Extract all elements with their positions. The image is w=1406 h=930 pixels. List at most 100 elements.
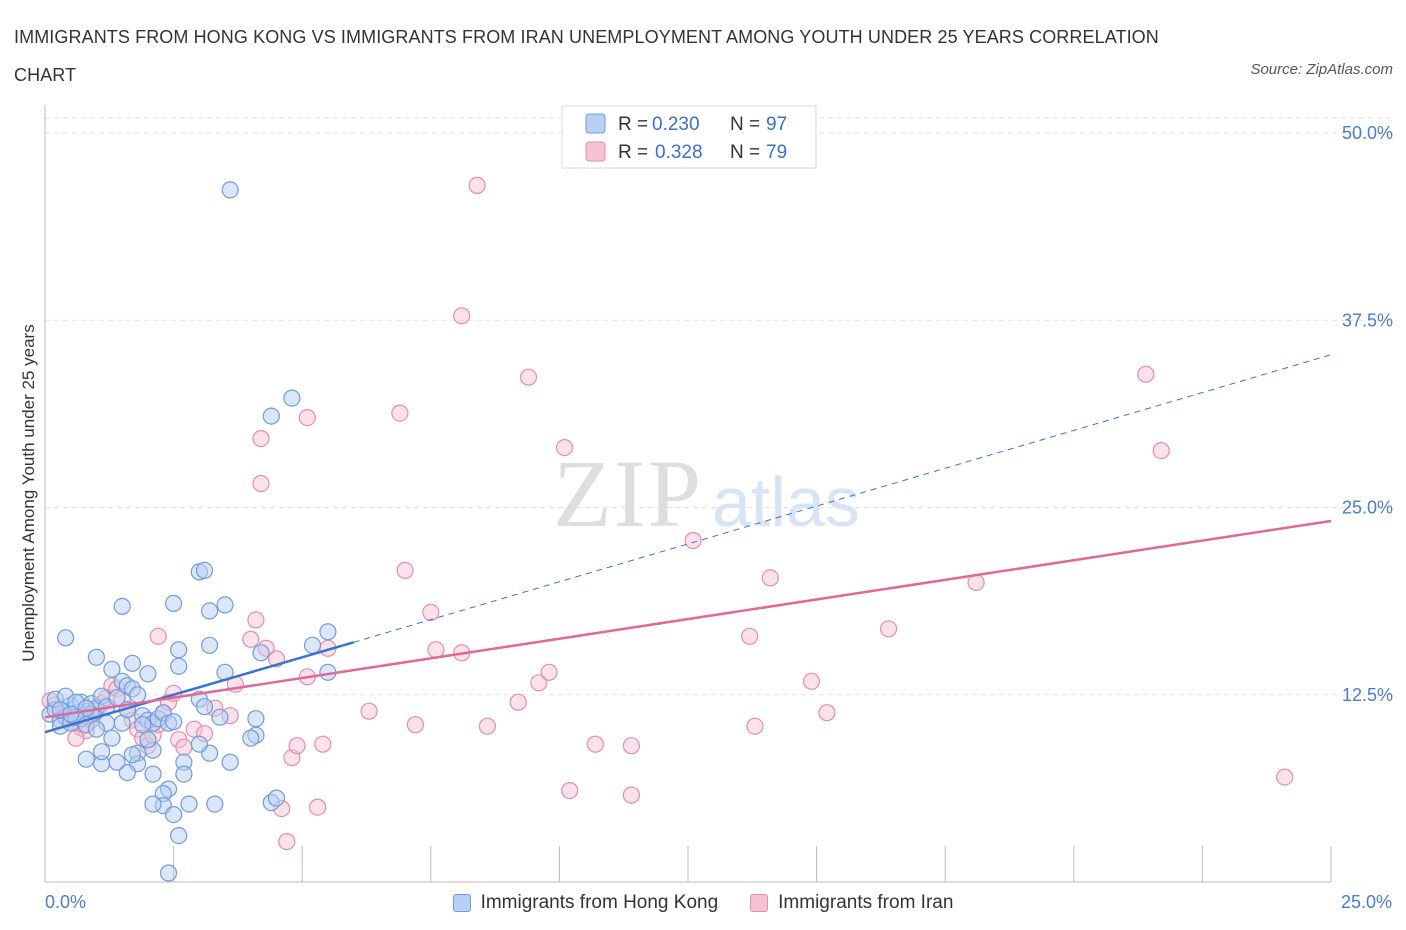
data-point-iran [422, 603, 440, 622]
y-tick-label: 12.5% [1342, 685, 1393, 705]
data-point-hong-kong [190, 735, 208, 753]
data-point-iran [561, 781, 579, 800]
watermark: ZIP atlas [553, 440, 860, 547]
data-point-hong-kong [262, 407, 280, 425]
legend-swatch-pink [750, 894, 769, 912]
data-point-iran [761, 569, 779, 587]
legend-r-label-1: R = [618, 114, 653, 135]
data-point-iran [530, 674, 548, 692]
data-point-iran [478, 717, 496, 735]
trend-line-hong-kong-extrapolated [353, 354, 1332, 643]
data-point-hong-kong [129, 686, 147, 704]
data-point-hong-kong [56, 629, 75, 647]
data-point-hong-kong [252, 644, 270, 662]
data-point-hong-kong [134, 716, 152, 734]
data-point-hong-kong [108, 753, 126, 771]
data-point-iran [309, 798, 327, 816]
data-point-iran [406, 716, 424, 734]
data-point-iran [555, 439, 574, 457]
data-point-iran [149, 627, 167, 645]
data-point-iran [278, 832, 296, 851]
data-point-iran [684, 531, 702, 550]
data-point-hong-kong [170, 641, 188, 659]
data-point-hong-kong [175, 765, 193, 783]
data-point-hong-kong [206, 795, 224, 813]
data-point-hong-kong [77, 750, 95, 768]
x-tick-label-min: 0.0% [45, 892, 86, 912]
data-point-iran [360, 702, 378, 720]
data-point-hong-kong [113, 597, 131, 616]
data-point-iran [391, 404, 409, 422]
data-point-iran [252, 430, 270, 448]
data-point-hong-kong [267, 789, 286, 807]
x-ticks [44, 846, 1332, 882]
data-point-hong-kong [303, 636, 322, 654]
data-point-hong-kong [195, 698, 214, 716]
data-point-hong-kong [92, 743, 111, 761]
legend-swatch-iran [585, 141, 606, 162]
data-point-iran [586, 735, 605, 753]
data-point-hong-kong [123, 654, 141, 672]
data-point-hong-kong [319, 623, 337, 641]
data-point-hong-kong [103, 729, 121, 747]
data-point-iran [1276, 768, 1294, 786]
data-point-iran [1137, 365, 1155, 383]
y-tick-label: 25.0% [1342, 498, 1393, 518]
trend-line-iran [44, 519, 1332, 719]
data-point-iran [540, 663, 558, 681]
grid-lines [45, 117, 1392, 696]
data-point-hong-kong [247, 710, 265, 728]
data-point-iran [247, 611, 265, 629]
data-point-iran [252, 474, 270, 493]
data-point-hong-kong [180, 795, 198, 813]
legend-n-label-1: N = [730, 114, 765, 135]
trend-lines [44, 354, 1332, 734]
data-point-iran [175, 738, 193, 756]
data-point-iran [879, 620, 898, 638]
legend-n-value-1: 97 [766, 114, 787, 135]
source-credit: Source: ZipAtlas.com [1250, 61, 1393, 78]
legend-swatch-blue [452, 894, 471, 912]
data-point-iran [519, 368, 538, 386]
data-point-iran [818, 704, 836, 722]
data-point-hong-kong [165, 594, 183, 613]
data-point-iran [396, 561, 414, 580]
data-point-hong-kong [201, 602, 219, 620]
svg-text:R = 0.328 N =: R = 0.328 N = 79 [618, 142, 787, 163]
series-legend: Immigrants from Hong Kong Immigrants fro… [0, 889, 1406, 917]
data-point-hong-kong [159, 864, 178, 882]
y-tick-labels: 12.5% 25.0% 37.5% 50.0% [1342, 123, 1393, 705]
data-point-iran [622, 737, 641, 755]
legend-r-value-1: 0.230 [652, 114, 700, 135]
trend-line-hong-kong [44, 641, 354, 734]
data-point-hong-kong [87, 648, 106, 666]
legend-item-hong-kong: Immigrants from Hong Kong [452, 892, 719, 914]
correlation-legend: R = 0.230 N = 97 R = 0.328 N = 79 [561, 105, 817, 169]
data-point-hong-kong [195, 561, 214, 580]
data-point-iran [741, 627, 759, 645]
data-point-hong-kong [123, 746, 141, 764]
data-point-hong-kong [144, 795, 162, 813]
data-point-hong-kong [201, 636, 219, 654]
legend-item-iran: Immigrants from Iran [750, 892, 953, 914]
data-point-iran [468, 176, 486, 194]
data-point-hong-kong [144, 765, 162, 783]
data-point-hong-kong [103, 660, 121, 678]
data-point-iran [802, 672, 821, 690]
data-point-hong-kong [211, 708, 229, 726]
data-point-iran [622, 786, 641, 804]
data-point-iran [67, 729, 85, 747]
data-point-hong-kong [242, 729, 260, 747]
legend-n-value-2: 79 [766, 142, 787, 163]
data-point-hong-kong [221, 753, 239, 771]
legend-swatch-hong-kong [585, 113, 606, 134]
data-point-iran [242, 630, 260, 648]
watermark-zip: ZIP [553, 440, 703, 547]
data-point-hong-kong [165, 713, 183, 731]
y-tick-label: 37.5% [1342, 310, 1393, 330]
data-point-hong-kong [165, 805, 183, 824]
watermark-atlas: atlas [712, 463, 860, 541]
data-point-hong-kong [216, 596, 234, 614]
legend-label-hong-kong: Immigrants from Hong Kong [480, 892, 719, 913]
